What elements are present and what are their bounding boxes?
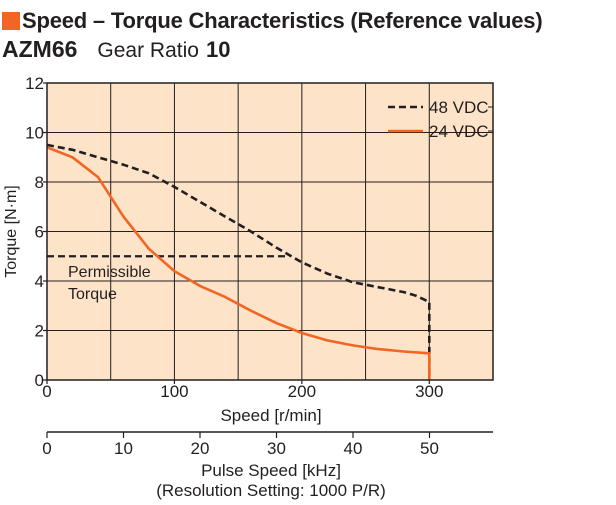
y-tick-label: 12	[25, 74, 44, 93]
y-tick-label: 10	[25, 124, 44, 143]
secondary-x-tick-label: 20	[191, 439, 210, 458]
secondary-x-tick-label: 30	[267, 439, 286, 458]
gear-ratio-label: Gear Ratio	[97, 39, 199, 62]
series-line-24vdc	[46, 146, 431, 380]
legend-label-24vdc: 24 VDC	[429, 122, 489, 141]
x-axis-label: Speed [r/min]	[220, 406, 321, 425]
secondary-axis-label: Pulse Speed [kHz]	[201, 461, 341, 480]
x-tick-label: 300	[415, 382, 443, 401]
y-tick-label: 0	[35, 371, 44, 390]
y-tick-label: 2	[35, 322, 44, 341]
x-tick-label: 0	[42, 382, 51, 401]
secondary-x-tick-label: 10	[114, 439, 133, 458]
legend-label-48vdc: 48 VDC	[429, 98, 489, 117]
x-tick-label: 100	[160, 382, 188, 401]
model-row: AZM66 Gear Ratio 10	[2, 36, 230, 66]
y-tick-label: 8	[35, 173, 44, 192]
title-marker-square-icon	[2, 12, 20, 30]
permissible-torque-label: Permissible	[68, 264, 151, 281]
y-tick-label: 4	[35, 272, 44, 291]
secondary-axis-note: (Resolution Setting: 1000 P/R)	[156, 481, 386, 500]
permissible-torque-label: Torque	[68, 286, 117, 303]
secondary-x-tick-label: 40	[344, 439, 363, 458]
gear-ratio-value: 10	[205, 37, 231, 62]
title-row: Speed – Torque Characteristics (Referenc…	[2, 7, 543, 35]
y-axis-label: Torque [N·m]	[3, 185, 20, 277]
chart-title: Speed – Torque Characteristics (Referenc…	[22, 8, 543, 33]
secondary-x-tick-label: 50	[420, 439, 439, 458]
y-tick-label: 6	[35, 223, 44, 242]
chart-header: Speed – Torque Characteristics (Referenc…	[0, 0, 616, 70]
model-name: AZM66	[2, 36, 78, 62]
secondary-x-tick-label: 0	[42, 439, 51, 458]
x-tick-label: 200	[288, 382, 316, 401]
series-line-48vdc	[46, 143, 431, 380]
